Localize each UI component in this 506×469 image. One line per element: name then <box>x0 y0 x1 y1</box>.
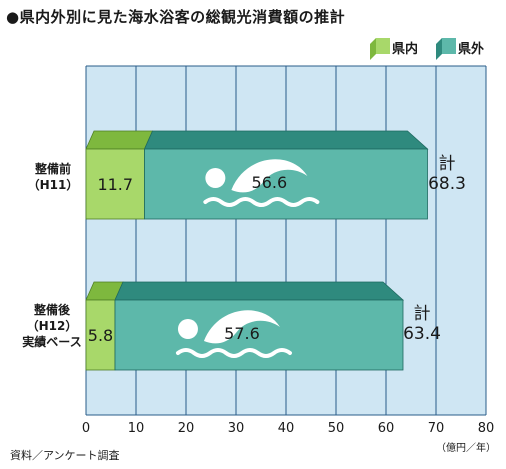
legend-swatch-inner <box>376 38 390 54</box>
bar-inner-top-before <box>85 130 154 150</box>
water-line-icon-before <box>203 197 320 207</box>
total-after-word: 計 <box>413 304 431 324</box>
category-label-before: 整備前 （H11） <box>18 161 88 193</box>
x-axis-unit: （億円／年） <box>436 443 496 454</box>
total-before-value: 68.3 <box>428 174 466 194</box>
category-label-after: 整備後 （H12） 実績ベース <box>16 302 88 350</box>
x-tick-label-50: 50 <box>328 421 345 436</box>
bar-outer-top-after <box>114 281 405 301</box>
source-note: 資料／アンケート調査 <box>10 449 120 462</box>
category-before-line2: （H11） <box>27 178 79 192</box>
x-tick-label-40: 40 <box>278 421 295 436</box>
legend-swatch-outer <box>442 38 456 54</box>
chart-title: ●県内外別に見た海水浴客の総観光消費額の推計 <box>6 8 346 26</box>
category-after-line2: （H12） <box>26 319 78 333</box>
value-label-outer-after: 57.6 <box>224 324 260 343</box>
total-label-before: 計 68.3 <box>428 154 466 194</box>
x-tick-label-0: 0 <box>82 421 90 436</box>
x-tick-label-70: 70 <box>428 421 445 436</box>
wave-icon-before <box>231 159 308 193</box>
total-before-word: 計 <box>438 154 456 174</box>
total-label-after: 計 63.4 <box>402 304 442 344</box>
x-tick-label-30: 30 <box>228 421 245 436</box>
wave-icon-after <box>203 310 280 344</box>
category-after-line1: 整備後 <box>33 303 70 317</box>
x-tick-label-60: 60 <box>378 421 395 436</box>
x-tick-label-10: 10 <box>128 421 145 436</box>
legend-swatch-outer-side <box>436 38 442 60</box>
legend-label-inner: 県内 <box>392 42 419 57</box>
category-after-line3: 実績ベース <box>22 335 82 349</box>
value-label-outer-before: 56.6 <box>252 173 288 192</box>
swimmer-head-icon-before <box>205 168 226 188</box>
bar-outer-top-before <box>143 130 429 150</box>
category-before-line1: 整備前 <box>34 162 71 176</box>
legend-label-outer: 県外 <box>458 42 485 57</box>
x-tick-label-80: 80 <box>478 421 495 436</box>
total-after-value: 63.4 <box>403 324 441 344</box>
legend-swatch-inner-side <box>370 38 376 60</box>
x-tick-label-20: 20 <box>178 421 195 436</box>
water-line-icon-after <box>175 348 292 358</box>
swimmer-head-icon-after <box>177 319 198 339</box>
bar-outer-after <box>114 299 404 371</box>
value-label-inner-before: 11.7 <box>97 175 133 194</box>
bar-inner-before <box>85 148 145 220</box>
value-label-inner-after: 5.8 <box>88 326 113 345</box>
